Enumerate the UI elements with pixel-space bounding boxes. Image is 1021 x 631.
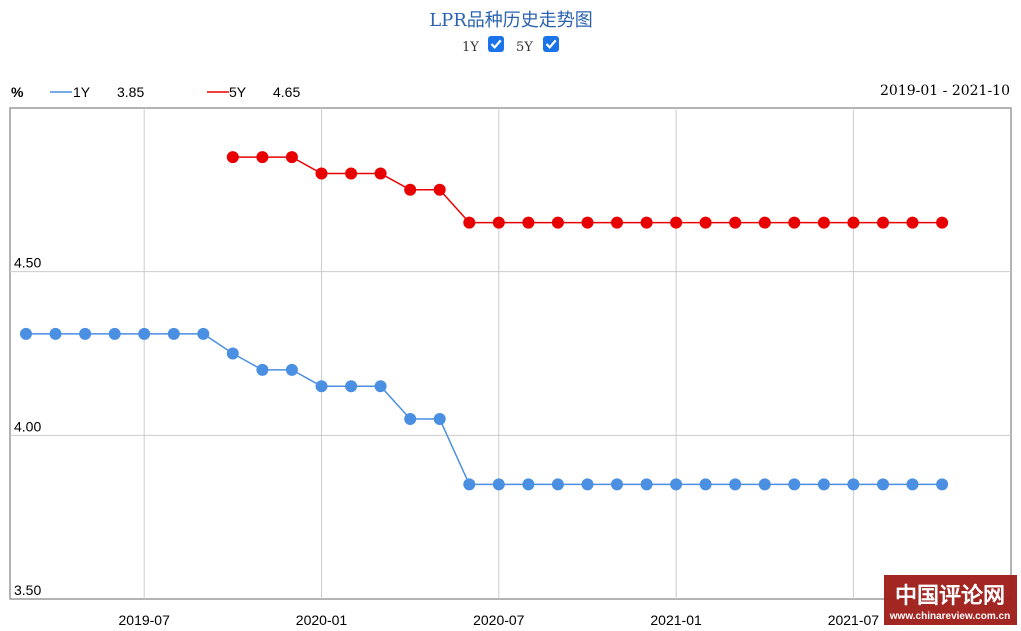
data-point-5y bbox=[315, 167, 328, 180]
data-point-5y bbox=[345, 167, 358, 180]
data-point-5y bbox=[758, 216, 771, 229]
data-point-1y bbox=[49, 327, 62, 340]
watermark-logo: 中国评论网 www.chinareview.com.cn bbox=[884, 575, 1017, 625]
data-point-5y bbox=[522, 216, 535, 229]
data-point-5y bbox=[226, 151, 239, 164]
data-point-1y bbox=[847, 478, 860, 491]
data-point-1y bbox=[197, 327, 210, 340]
data-point-5y bbox=[877, 216, 889, 229]
data-point-1y bbox=[433, 413, 446, 425]
data-point-1y bbox=[522, 478, 535, 491]
data-point-1y bbox=[581, 478, 594, 491]
data-point-1y bbox=[404, 413, 417, 425]
checkbox-1y[interactable] bbox=[488, 36, 504, 52]
data-point-1y bbox=[79, 327, 92, 340]
data-point-1y bbox=[167, 327, 180, 340]
y-tick-label: 4.50 bbox=[14, 255, 41, 271]
data-point-5y bbox=[817, 216, 830, 229]
date-range: 2019-01 - 2021-10 bbox=[880, 83, 1010, 99]
data-point-5y bbox=[729, 216, 742, 229]
data-point-1y bbox=[226, 347, 239, 360]
data-point-1y bbox=[108, 327, 121, 340]
data-point-1y bbox=[463, 478, 476, 491]
data-point-5y bbox=[640, 216, 653, 229]
data-point-1y bbox=[699, 478, 712, 491]
data-point-5y bbox=[492, 216, 505, 229]
data-point-1y bbox=[315, 380, 328, 393]
watermark-text: 中国评论网 bbox=[895, 583, 1005, 609]
data-point-5y bbox=[374, 167, 387, 180]
plot-area: 4.50 4.00 3.50 2019-07 2020-01 2020-07 2021-01… bbox=[9, 107, 1012, 628]
legend-value-1y: 3.85 bbox=[117, 84, 144, 100]
data-point-1y bbox=[285, 363, 298, 376]
data-point-5y bbox=[285, 151, 298, 164]
plot-frame bbox=[9, 107, 1012, 600]
data-point-1y bbox=[877, 478, 889, 491]
data-point-5y bbox=[463, 216, 476, 229]
series-toggle-5y[interactable]: 5Y bbox=[516, 36, 559, 55]
watermark-url: www.chinareview.com.cn bbox=[889, 611, 1010, 622]
data-point-1y bbox=[492, 478, 505, 491]
data-point-5y bbox=[670, 216, 683, 229]
x-tick-label: 2021-07 bbox=[828, 612, 880, 628]
checkbox-5y[interactable] bbox=[543, 36, 559, 52]
data-point-5y bbox=[404, 183, 417, 196]
data-point-5y bbox=[611, 216, 623, 229]
data-point-1y bbox=[817, 478, 830, 491]
data-point-5y bbox=[581, 216, 594, 229]
y-tick-label: 4.00 bbox=[14, 418, 41, 434]
data-point-1y bbox=[758, 478, 771, 491]
data-point-5y bbox=[788, 216, 801, 229]
data-point-1y bbox=[611, 478, 623, 491]
x-tick-label: 2021-01 bbox=[650, 612, 702, 628]
data-point-1y bbox=[345, 380, 358, 393]
data-point-1y bbox=[20, 327, 32, 340]
x-tick-label: 2020-07 bbox=[473, 612, 525, 628]
toggle-label-1y: 1Y bbox=[462, 40, 479, 55]
data-point-1y bbox=[729, 478, 742, 491]
chart-title: LPR品种历史走势图 bbox=[429, 10, 593, 31]
data-point-5y bbox=[256, 151, 269, 164]
legend-name-5y: 5Y bbox=[229, 84, 247, 100]
data-point-5y bbox=[936, 216, 949, 229]
data-point-1y bbox=[640, 478, 653, 491]
unit-label: % bbox=[11, 84, 24, 100]
data-point-1y bbox=[551, 478, 564, 491]
legend-value-5y: 4.65 bbox=[273, 84, 300, 100]
data-point-5y bbox=[847, 216, 860, 229]
x-tick-label: 2019-07 bbox=[119, 612, 171, 628]
data-point-1y bbox=[374, 380, 387, 393]
series-line-1y bbox=[26, 333, 943, 486]
toggle-label-5y: 5Y bbox=[516, 40, 533, 55]
data-point-5y bbox=[551, 216, 564, 229]
data-point-1y bbox=[788, 478, 801, 491]
data-point-1y bbox=[936, 478, 949, 491]
data-point-5y bbox=[699, 216, 712, 229]
data-point-1y bbox=[906, 478, 919, 491]
data-point-5y bbox=[906, 216, 919, 229]
data-point-1y bbox=[138, 327, 151, 340]
data-point-5y bbox=[433, 183, 446, 196]
check-icon bbox=[545, 39, 557, 50]
x-tick-label: 2020-01 bbox=[296, 612, 348, 628]
check-icon bbox=[490, 39, 502, 50]
data-point-1y bbox=[256, 363, 269, 376]
legend-name-1y: 1Y bbox=[73, 84, 91, 100]
series-toggle-1y[interactable]: 1Y bbox=[462, 36, 504, 55]
data-point-1y bbox=[670, 478, 683, 491]
series-line-5y bbox=[232, 156, 943, 224]
y-tick-label: 3.50 bbox=[14, 582, 41, 598]
